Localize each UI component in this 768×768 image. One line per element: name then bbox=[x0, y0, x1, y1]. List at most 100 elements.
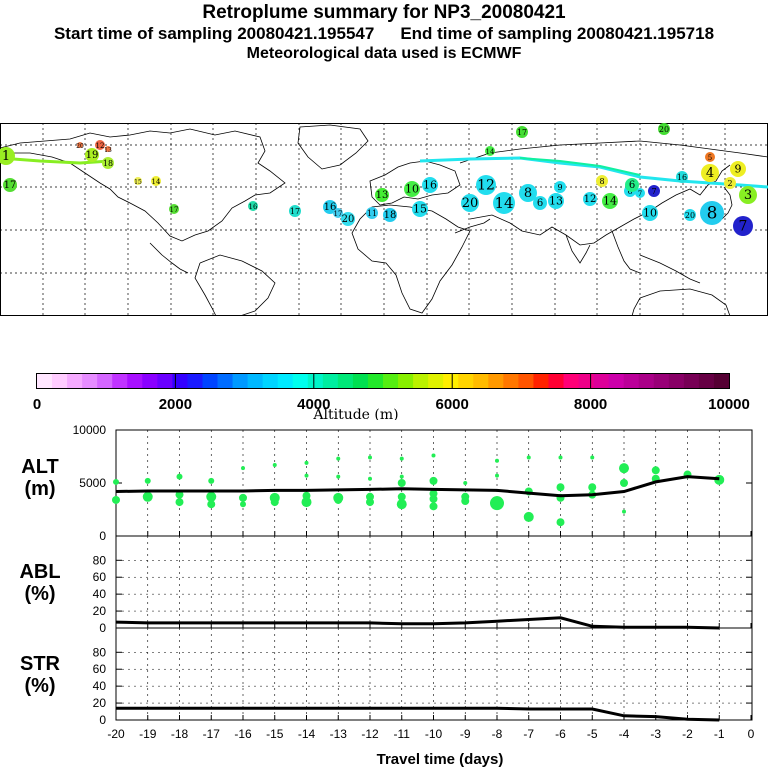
colorbar-cell bbox=[653, 374, 670, 388]
x-tick-label: -1 bbox=[714, 727, 725, 741]
altitude-marker bbox=[368, 455, 372, 460]
colorbar-cell bbox=[127, 374, 143, 388]
plume-marker: 18 bbox=[383, 208, 397, 222]
colorbar-tick-label: 10000 bbox=[708, 396, 750, 413]
plume-marker: 13 bbox=[104, 146, 112, 154]
plume-track-core bbox=[519, 157, 641, 176]
altitude-marker bbox=[399, 456, 404, 461]
colorbar-cell bbox=[428, 374, 444, 388]
plume-marker-label: 14 bbox=[152, 178, 161, 186]
altitude-marker bbox=[558, 455, 563, 460]
plume-marker-label: 16 bbox=[324, 202, 337, 213]
altitude-marker bbox=[556, 483, 565, 492]
colorbar-cell bbox=[367, 374, 384, 388]
plume-marker-label: 4 bbox=[706, 166, 714, 181]
altitude-marker bbox=[619, 463, 629, 474]
series-line-str bbox=[116, 706, 720, 722]
plume-marker: 16 bbox=[422, 177, 438, 193]
plume-marker-dot bbox=[596, 175, 608, 187]
plume-marker-label: 7 bbox=[651, 187, 656, 196]
y-tick-label: 0 bbox=[99, 529, 106, 543]
plume-marker-dot bbox=[248, 201, 258, 211]
plume-marker-dot bbox=[422, 177, 438, 193]
plume-marker-label: 17 bbox=[517, 128, 527, 137]
plume-marker-label: 5 bbox=[708, 154, 712, 162]
plume-marker-label: 6 bbox=[537, 198, 543, 209]
plume-marker-label: 13 bbox=[549, 195, 563, 208]
y-axis-label: (%) bbox=[24, 583, 55, 605]
y-tick-label: 60 bbox=[93, 662, 107, 676]
y-tick-label: 40 bbox=[93, 587, 107, 601]
x-tick-label: -9 bbox=[460, 727, 471, 741]
plume-marker: 5 bbox=[705, 152, 715, 162]
plume-marker-dot bbox=[676, 171, 688, 183]
colorbar-cell bbox=[383, 374, 399, 388]
sampling-times: Start time of sampling 20080421.195547 En… bbox=[0, 24, 768, 44]
colorbar-cell bbox=[292, 374, 309, 388]
altitude-marker bbox=[334, 495, 343, 504]
plume-marker-label: 1 bbox=[2, 149, 10, 164]
colorbar-cell bbox=[518, 374, 535, 388]
altitude-marker bbox=[304, 460, 309, 465]
colorbar-cell bbox=[578, 374, 595, 388]
plume-marker-dot bbox=[701, 164, 719, 182]
altitude-marker bbox=[461, 497, 470, 506]
plume-marker-label: 6 bbox=[629, 180, 635, 191]
y-tick-label: 40 bbox=[93, 679, 107, 693]
plume-marker: 12 bbox=[583, 192, 597, 206]
altitude-marker bbox=[208, 477, 215, 484]
plume-marker-label: 20 bbox=[685, 211, 695, 220]
plume-marker-dot bbox=[105, 146, 111, 152]
plume-marker: 17 bbox=[516, 126, 528, 138]
colorbar-cell bbox=[668, 374, 685, 388]
x-tick-label: -3 bbox=[650, 727, 661, 741]
plume-marker-dot bbox=[635, 188, 645, 198]
plume-marker: 17 bbox=[169, 204, 179, 214]
colorbar-cell bbox=[112, 374, 128, 388]
plume-marker-dot bbox=[485, 146, 495, 156]
altitude-marker bbox=[304, 473, 309, 478]
plume-marker: 9 bbox=[554, 181, 566, 193]
colorbar-cell bbox=[172, 374, 189, 388]
x-tick-label: -7 bbox=[523, 727, 534, 741]
altitude-marker bbox=[366, 498, 374, 507]
start-time-label: Start time of sampling 20080421.195547 bbox=[53, 24, 375, 43]
colorbar-cell bbox=[488, 374, 504, 388]
x-tick-label: -20 bbox=[107, 727, 125, 741]
colorbar-cell bbox=[548, 374, 565, 388]
coastlines bbox=[0, 124, 768, 316]
altitude-marker bbox=[588, 483, 597, 492]
colorbar-tick-label: 6000 bbox=[436, 396, 469, 413]
altitude-marker bbox=[175, 490, 184, 499]
time-series-panels: 1000050000ALT(m)806040200ABL(%)806040200… bbox=[19, 423, 754, 768]
colorbar-cell bbox=[187, 374, 204, 388]
plume-marker-label: 14 bbox=[494, 194, 513, 212]
colorbar-cell bbox=[67, 374, 83, 388]
colorbar-frame bbox=[36, 373, 730, 389]
altitude-marker bbox=[241, 466, 245, 471]
plume-marker-label: 20 bbox=[76, 143, 84, 150]
plume-marker-dot bbox=[102, 157, 114, 169]
colorbar-ticks: 0 2000 4000 6000 8000 10000 bbox=[33, 374, 750, 413]
altitude-marker bbox=[651, 466, 660, 475]
plume-marker: 15 bbox=[412, 201, 428, 217]
altitude-marker bbox=[336, 456, 341, 461]
colorbar-cell bbox=[262, 374, 279, 388]
plume-marker-label: 7 bbox=[638, 190, 642, 198]
colorbar-tick-label: 2000 bbox=[159, 396, 192, 413]
panel-str: 80 60 40 20 0 STR(%) bbox=[20, 627, 753, 727]
altitude-marker bbox=[175, 498, 184, 507]
y-tick-label: 60 bbox=[93, 570, 107, 584]
plume-marker: 19 bbox=[85, 148, 99, 162]
plume-marker-label: 10 bbox=[643, 207, 657, 220]
plume-marker-dot bbox=[341, 212, 355, 226]
plume-marker-label: 18 bbox=[103, 159, 113, 168]
plume-marker-label: 15 bbox=[413, 203, 427, 216]
altitude-marker bbox=[142, 491, 153, 502]
altitude-marker bbox=[113, 478, 119, 485]
plume-marker-label: 2 bbox=[727, 179, 732, 188]
colorbar-cell bbox=[322, 374, 339, 388]
plume-marker-dot bbox=[583, 192, 597, 206]
colorbar-cell bbox=[473, 374, 489, 388]
plume-marker-dot bbox=[412, 201, 428, 217]
